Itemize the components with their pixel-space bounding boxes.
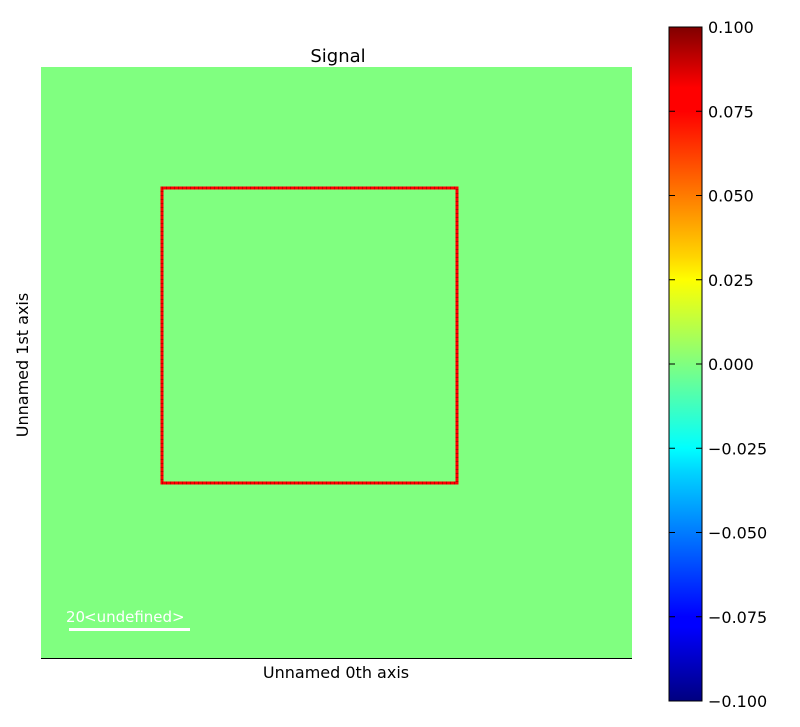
colorbar-tick-label: 0.050	[708, 187, 754, 206]
colorbar-ticks: 0.100 0.075 0.050 0.025 0.000 −0.025 −0.050 −0.…	[669, 18, 767, 711]
colorbar-tick-label: −0.075	[708, 608, 767, 627]
scalebar-bar	[69, 628, 190, 631]
image-area	[41, 67, 632, 659]
scalebar-value: 20	[66, 608, 85, 626]
colorbar-tick-label: 0.075	[708, 102, 754, 121]
y-axis-label: Unnamed 1st axis	[13, 293, 32, 437]
colorbar-tick-label: 0.000	[708, 355, 754, 374]
signal-image	[41, 67, 632, 658]
chart-title: Signal	[310, 46, 365, 67]
colorbar: 0.100 0.075 0.050 0.025 0.000 −0.025 −0.050 −0.…	[668, 18, 767, 711]
roi-outline-dots	[160, 186, 459, 485]
colorbar-tick-label: −0.050	[708, 524, 767, 543]
x-axis-label: Unnamed 0th axis	[263, 663, 409, 682]
scalebar: 20 <undefined>	[66, 608, 190, 631]
scalebar-unit: <undefined>	[84, 608, 185, 626]
colorbar-tick-label: −0.025	[708, 439, 767, 458]
colorbar-tick-label: 0.100	[708, 18, 754, 37]
colorbar-tick-label: 0.025	[708, 271, 754, 290]
roi-rectangle[interactable]	[160, 186, 459, 485]
colorbar-tick-label: −0.100	[708, 692, 767, 711]
